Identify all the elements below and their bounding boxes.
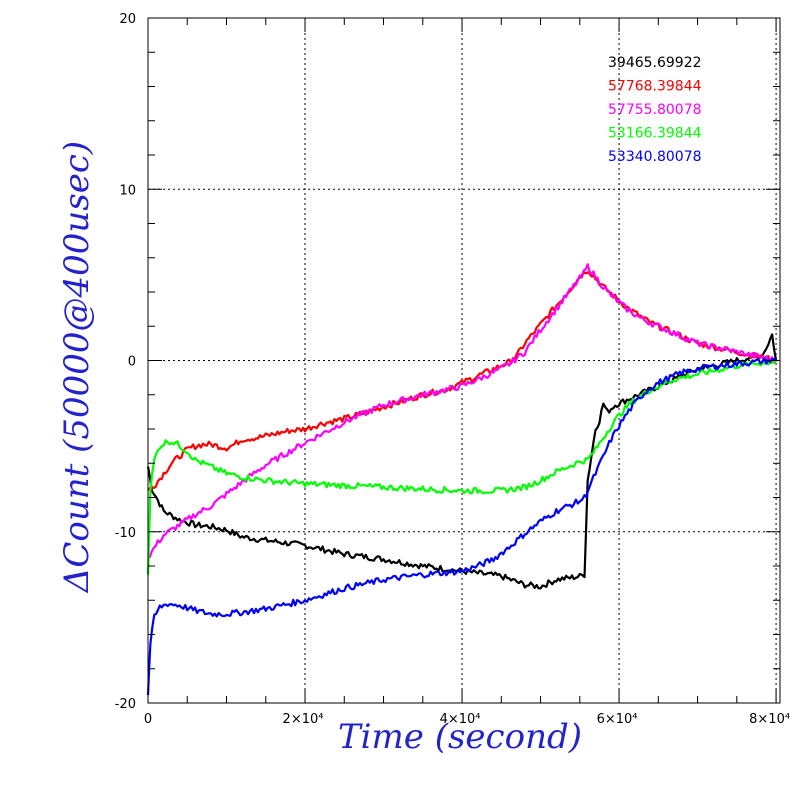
y-tick-label: 10	[119, 183, 136, 198]
x-tick-label: 8×10⁴	[749, 712, 790, 727]
grid	[148, 18, 780, 703]
x-axis-title: Time (second)	[338, 717, 582, 757]
series-line-2	[147, 263, 777, 559]
y-tick-label: -10	[115, 526, 136, 541]
legend-entry: 53340.80078	[608, 149, 702, 165]
tick-labels: 0 2×10⁴ 4×10⁴ 6×10⁴ 8×10⁴ -20 -10 0 10 20	[115, 12, 790, 727]
series-line-4	[146, 357, 777, 696]
legend-entry: 39465.69922	[608, 55, 702, 71]
legend-entry: 57755.80078	[608, 102, 702, 118]
y-tick-label: -20	[115, 697, 136, 712]
legend-entry: 53166.39844	[608, 126, 702, 142]
x-tick-label: 0	[144, 712, 152, 727]
x-tick-label: 4×10⁴	[440, 712, 481, 727]
legend-entry: 57768.39844	[608, 79, 702, 95]
series-line-3	[146, 359, 777, 575]
legend: 39465.69922 57768.39844 57755.80078 53166.3…	[608, 55, 702, 165]
x-tick-label: 2×10⁴	[283, 712, 324, 727]
y-tick-label: 20	[119, 12, 136, 27]
x-tick-label: 6×10⁴	[597, 712, 638, 727]
y-tick-label: 0	[128, 355, 136, 370]
ticks	[147, 17, 780, 704]
series-layer	[146, 263, 778, 696]
y-axis-title: ΔCount (50000@400usec)	[57, 141, 97, 594]
